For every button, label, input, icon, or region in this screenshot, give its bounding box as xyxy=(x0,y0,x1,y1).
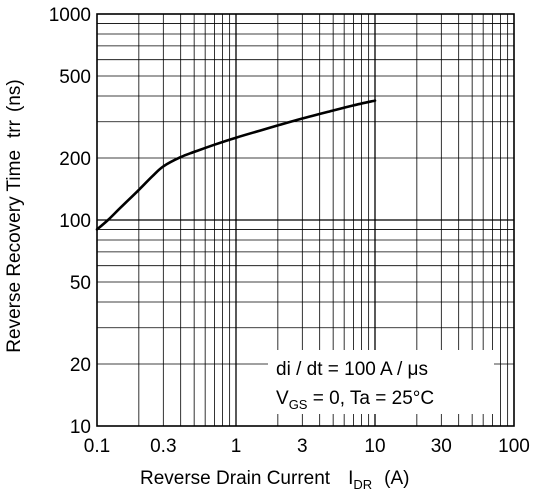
x-tick-label: 0.1 xyxy=(84,436,110,457)
annotation-v: V xyxy=(276,388,289,409)
x-tick-label: 1 xyxy=(231,436,242,457)
y-tick-label: 200 xyxy=(59,149,91,170)
y-tick-label: 20 xyxy=(70,355,91,376)
plot-frame xyxy=(96,13,515,427)
x-tick-label: 100 xyxy=(498,436,530,457)
x-tick-label: 30 xyxy=(431,436,452,457)
x-axis-title: Reverse Drain Current IDR (A) xyxy=(140,468,409,492)
annotation-v-subscript: GS xyxy=(289,397,308,412)
y-tick-labels: 10 20 50 100 200 500 1000 xyxy=(49,5,91,438)
x-axis-title-main: Reverse Drain Current xyxy=(140,468,331,489)
y-axis-title: Reverse Recovery Time trr (ns) xyxy=(4,79,25,352)
annotation-conditions: VGS = 0, Ta = 25°C xyxy=(276,388,434,412)
y-tick-label: 50 xyxy=(70,273,91,294)
annotation-conditions-rest: = 0, Ta = 25°C xyxy=(307,388,434,409)
recovery-time-curve xyxy=(95,99,377,231)
y-axis-unit: (ns) xyxy=(4,79,25,112)
x-axis-unit: (A) xyxy=(384,468,409,489)
x-axis-symbol-subscript: DR xyxy=(353,477,372,492)
y-tick-label: 10 xyxy=(70,417,91,438)
x-tick-labels: 0.1 0.3 1 3 10 30 100 xyxy=(84,436,530,457)
y-tick-label: 500 xyxy=(59,67,91,88)
y-tick-label: 100 xyxy=(59,211,91,232)
y-axis-symbol: trr xyxy=(4,119,25,138)
annotation-background xyxy=(268,350,494,414)
y-axis-title-main: Reverse Recovery Time xyxy=(4,150,25,353)
x-axis-symbol: I xyxy=(348,468,353,489)
x-tick-label: 0.3 xyxy=(150,436,176,457)
annotation-di-dt: di / dt = 100 A / μs xyxy=(276,359,428,380)
y-tick-label: 1000 xyxy=(49,5,91,26)
series-layer xyxy=(95,99,377,231)
x-tick-label: 10 xyxy=(364,436,385,457)
x-tick-label: 3 xyxy=(297,436,308,457)
